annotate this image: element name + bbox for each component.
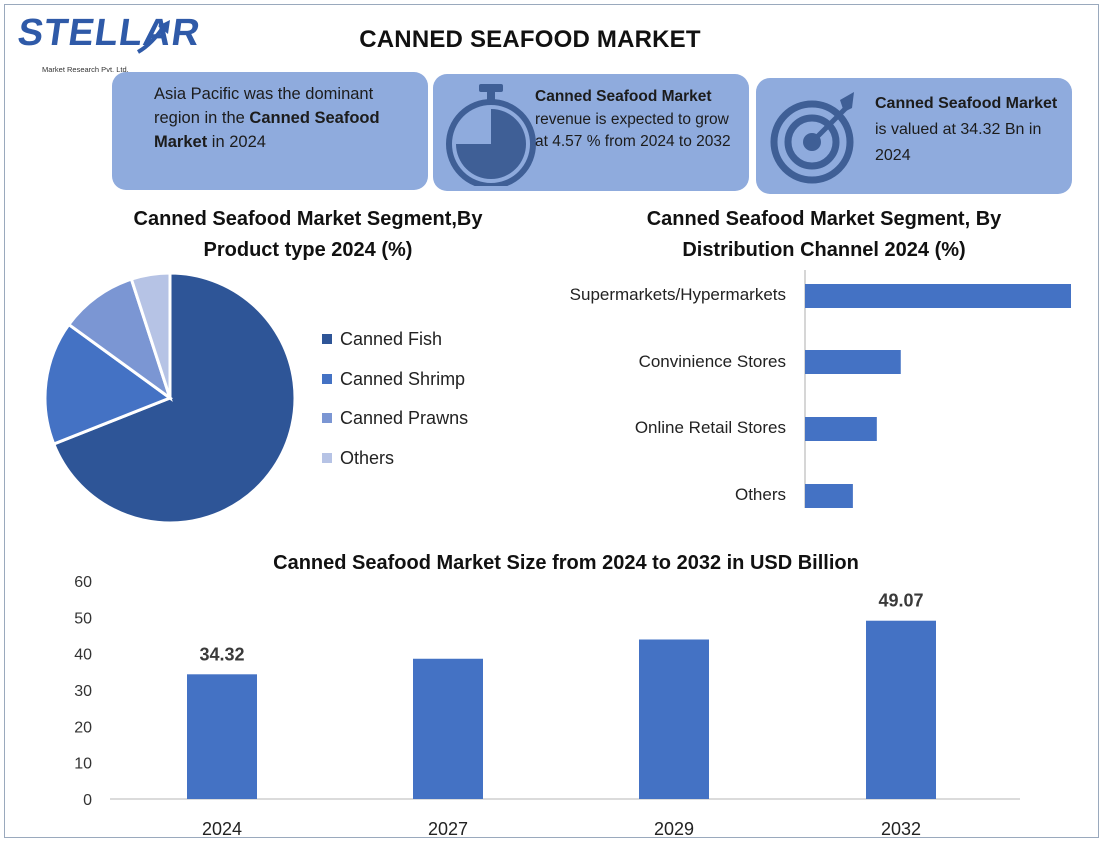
stopwatch-icon [446, 84, 536, 186]
hbar-supermarkets-hypermarkets [805, 284, 1071, 308]
info-card-text: Canned Seafood Market revenue is expecte… [535, 86, 740, 154]
legend-swatch [322, 453, 332, 463]
hbar-label-online: Online Retail Stores [634, 418, 786, 437]
hbar-chart [804, 270, 1071, 508]
pie-slice-canned-shrimp [43, 322, 174, 446]
vbar-chart: 0 10 20 30 40 50 60 2024 34.32 2027 2029 2032 49.07 [74, 574, 1020, 839]
info-card-text: Canned Seafood Market is valued at 34.32… [875, 91, 1065, 169]
pie-slice-canned-fish [51, 271, 297, 525]
legend-label: Others [340, 448, 395, 468]
bar-2027 [413, 658, 483, 799]
x-tick-label: 2024 [202, 819, 242, 839]
legend-swatch [322, 374, 332, 384]
info-card-growth: Canned Seafood Market revenue is expecte… [433, 74, 749, 191]
legend-item-canned-shrimp: Canned Shrimp [322, 369, 465, 390]
bar-2029 [639, 639, 709, 799]
info-card-text: Asia Pacific was the dominant region in … [154, 82, 419, 154]
y-tick-label: 30 [74, 683, 92, 700]
target-icon [770, 92, 854, 184]
y-tick-label: 50 [74, 610, 92, 627]
hbar-online-retail-stores [805, 417, 877, 441]
y-tick-label: 10 [74, 756, 92, 773]
legend-label: Canned Fish [340, 329, 443, 349]
info-text-bold: Canned Seafood Market [535, 88, 712, 105]
legend-item-canned-prawns: Canned Prawns [322, 408, 468, 429]
legend-label: Canned Prawns [340, 408, 469, 428]
x-tick-label: 2032 [881, 819, 921, 839]
x-tick-label: 2027 [428, 819, 468, 839]
data-label: 34.32 [199, 644, 244, 664]
page-title: CANNED SEAFOOD MARKET [359, 26, 701, 53]
hbar-label-supermarkets: Supermarkets/Hypermarkets [569, 285, 786, 304]
legend-item-canned-fish: Canned Fish [322, 329, 442, 350]
info-text-pre: Asia Pacific was the dominant region in … [154, 85, 374, 127]
info-card-valuation: Canned Seafood Market is valued at 34.32… [756, 78, 1072, 194]
y-tick-label: 60 [74, 574, 92, 591]
info-text-post: revenue is expected to grow at 4.57 % fr… [535, 110, 731, 151]
legend-item-others: Others [322, 448, 394, 469]
hbar-chart-title: Canned Seafood Market Segment, By Distri… [646, 208, 1002, 261]
hbar-label-others: Others [734, 485, 786, 504]
data-label: 49.07 [878, 591, 923, 611]
infographic-frame [4, 4, 1099, 838]
hbar-others [805, 484, 853, 508]
logo-subtitle: Market Research Pvt. Ltd. [42, 65, 129, 74]
legend-swatch [322, 334, 332, 344]
hbar-label-convenience: Convinience Stores [638, 352, 786, 371]
info-text-bold: Canned Seafood Market [875, 95, 1058, 112]
info-text-post: is valued at 34.32 Bn in 2024 [875, 121, 1042, 164]
hbar-convinience-stores [805, 350, 901, 374]
pie-slice-canned-prawns [66, 277, 173, 402]
y-tick-label: 0 [83, 792, 92, 809]
legend-swatch [322, 413, 332, 423]
stellar-logo: STELLAR Market Research Pvt. Ltd. [14, 8, 203, 78]
y-tick-label: 20 [74, 719, 92, 736]
pie-chart-title: Canned Seafood Market Segment,By Product… [133, 208, 483, 261]
bar-2024 [187, 674, 257, 799]
legend-label: Canned Shrimp [340, 369, 466, 389]
y-tick-label: 40 [74, 647, 92, 664]
info-card-dominant-region: Asia Pacific was the dominant region in … [112, 72, 428, 190]
info-text-bold: Canned Seafood Market [154, 109, 380, 151]
bar-2032 [866, 620, 936, 799]
logo-arrow-icon [136, 20, 170, 54]
info-text-post: in 2024 [207, 133, 266, 151]
pie-chart [43, 271, 297, 525]
x-tick-label: 2029 [654, 819, 694, 839]
pie-slice-others [129, 271, 172, 399]
vbar-chart-title: Canned Seafood Market Size from 2024 to … [273, 552, 859, 574]
